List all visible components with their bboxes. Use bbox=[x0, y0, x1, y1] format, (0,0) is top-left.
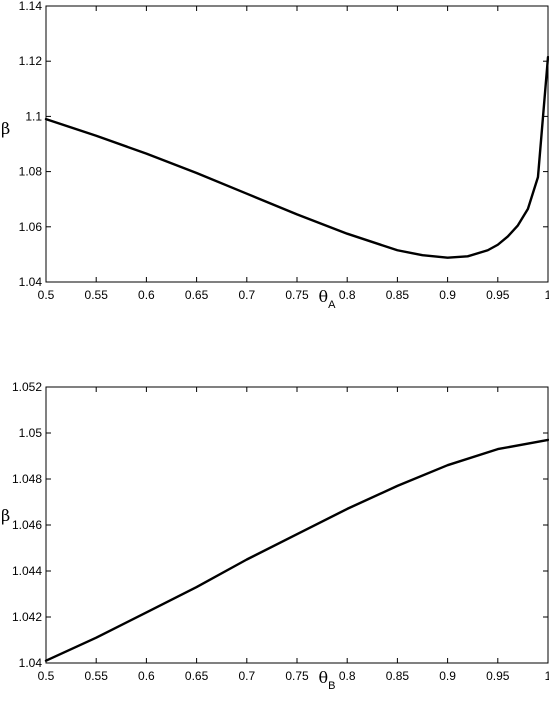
panel-2-x-tick-label: 0.65 bbox=[185, 669, 209, 683]
panel-2-y-axis-label: β bbox=[1, 506, 10, 525]
panel-2-y-tick-label: 1.046 bbox=[12, 518, 42, 532]
panel-2-series-line bbox=[44, 438, 549, 662]
panel-2-y-tick-label: 1.04 bbox=[19, 656, 43, 670]
panel-1-y-axis-label: β bbox=[1, 119, 10, 138]
panel-1-x-axis-label: θA bbox=[319, 287, 337, 311]
panel-2-x-tick-label: 0.75 bbox=[285, 669, 309, 683]
panel-1-x-tick-label: 1 bbox=[545, 288, 549, 302]
panel-2-x-tick-label: 0.95 bbox=[486, 669, 510, 683]
panel-1-y-tick-label: 1.14 bbox=[19, 0, 43, 13]
panel-1-x-tick-label: 0.6 bbox=[138, 288, 155, 302]
panel-2-x-tick-label: 0.5 bbox=[38, 669, 55, 683]
chart-panel-1: 0.5 0.55 0.6 0.65 0.7 0.75 0.8 0.85 0.9 0.95 1 1.04… bbox=[1, 0, 549, 311]
panel-2-y-tick-label: 1.042 bbox=[12, 610, 42, 624]
panel-1-y-tick-label: 1.06 bbox=[19, 220, 43, 234]
panel-1-x-tick-label: 0.5 bbox=[38, 288, 55, 302]
panel-2-x-tick-label: 0.7 bbox=[238, 669, 255, 683]
panel-2-y-tick-label: 1.048 bbox=[12, 472, 42, 486]
panel-2-x-tick-label: 0.8 bbox=[339, 669, 356, 683]
panel-1-y-tick-label: 1.04 bbox=[19, 275, 43, 289]
panel-1-x-tick-label: 0.75 bbox=[285, 288, 309, 302]
panel-1-series-line bbox=[44, 55, 549, 259]
panel-2-x-tick-label: 1 bbox=[545, 669, 549, 683]
panel-1-y-tick-label: 1.12 bbox=[19, 54, 43, 68]
panel-1-x-tick-label: 0.9 bbox=[439, 288, 456, 302]
panel-2-x-tick-label: 0.6 bbox=[138, 669, 155, 683]
panel-1-x-tick-label: 0.8 bbox=[339, 288, 356, 302]
panel-1-x-tick-label: 0.55 bbox=[85, 288, 109, 302]
panel-1-y-tick-label: 1.08 bbox=[19, 165, 43, 179]
panel-2-x-tick-label: 0.55 bbox=[85, 669, 109, 683]
panel-2-y-tick-label: 1.052 bbox=[12, 380, 42, 394]
panel-1-x-tick-label: 0.85 bbox=[386, 288, 410, 302]
panel-2-x-axis-label: θB bbox=[319, 668, 336, 692]
panel-1-x-tick-label: 0.7 bbox=[238, 288, 255, 302]
panel-1-x-tick-label: 0.95 bbox=[486, 288, 510, 302]
panel-2-plot-frame bbox=[45, 386, 549, 664]
panel-2-x-tick-label: 0.85 bbox=[386, 669, 410, 683]
panel-1-x-tick-label: 0.65 bbox=[185, 288, 209, 302]
panel-2-y-tick-label: 1.044 bbox=[12, 564, 42, 578]
panel-2-y-tick-label: 1.05 bbox=[19, 426, 43, 440]
chart-panel-2: 0.5 0.55 0.6 0.65 0.7 0.75 0.8 0.85 0.9 0.95 1 1.04… bbox=[1, 380, 549, 692]
panel-2-x-tick-label: 0.9 bbox=[439, 669, 456, 683]
panel-1-y-tick-label: 1.1 bbox=[25, 109, 42, 123]
